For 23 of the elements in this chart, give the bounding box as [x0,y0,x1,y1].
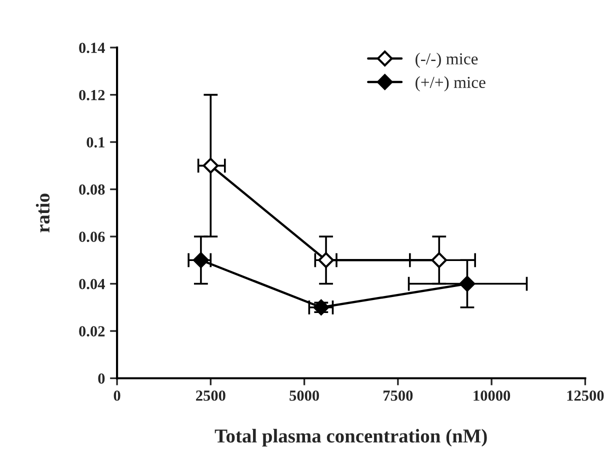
y-tick-label: 0 [98,373,105,384]
y-tick-label: 0.1 [86,137,104,148]
y-tick-label: 0.08 [79,184,105,195]
legend-label: (-/-) mice [416,52,478,68]
x-axis-title: Total plasma concentration (nM) [214,428,487,447]
point [202,158,219,174]
legend-label: (+/+) mice [416,76,486,92]
point [459,276,476,292]
point [193,252,209,268]
y-tick-label: 0.06 [79,232,105,242]
y-tick-label: 0.12 [79,90,105,100]
y-tick-label: 0.02 [79,326,105,337]
point [318,252,334,268]
x-tick-label: 12500 [567,390,604,401]
y-tick-label: 0.14 [79,42,105,54]
x-tick-label: 2500 [196,390,226,401]
y-tick-label: 0.04 [79,278,105,290]
x-tick-label: 0 [114,390,120,401]
point [431,252,448,268]
y-axis-title: ratio [36,194,50,232]
x-tick-label: 10000 [474,390,510,401]
x-tick-label: 5000 [290,390,319,401]
x-tick-label: 7500 [384,390,413,401]
